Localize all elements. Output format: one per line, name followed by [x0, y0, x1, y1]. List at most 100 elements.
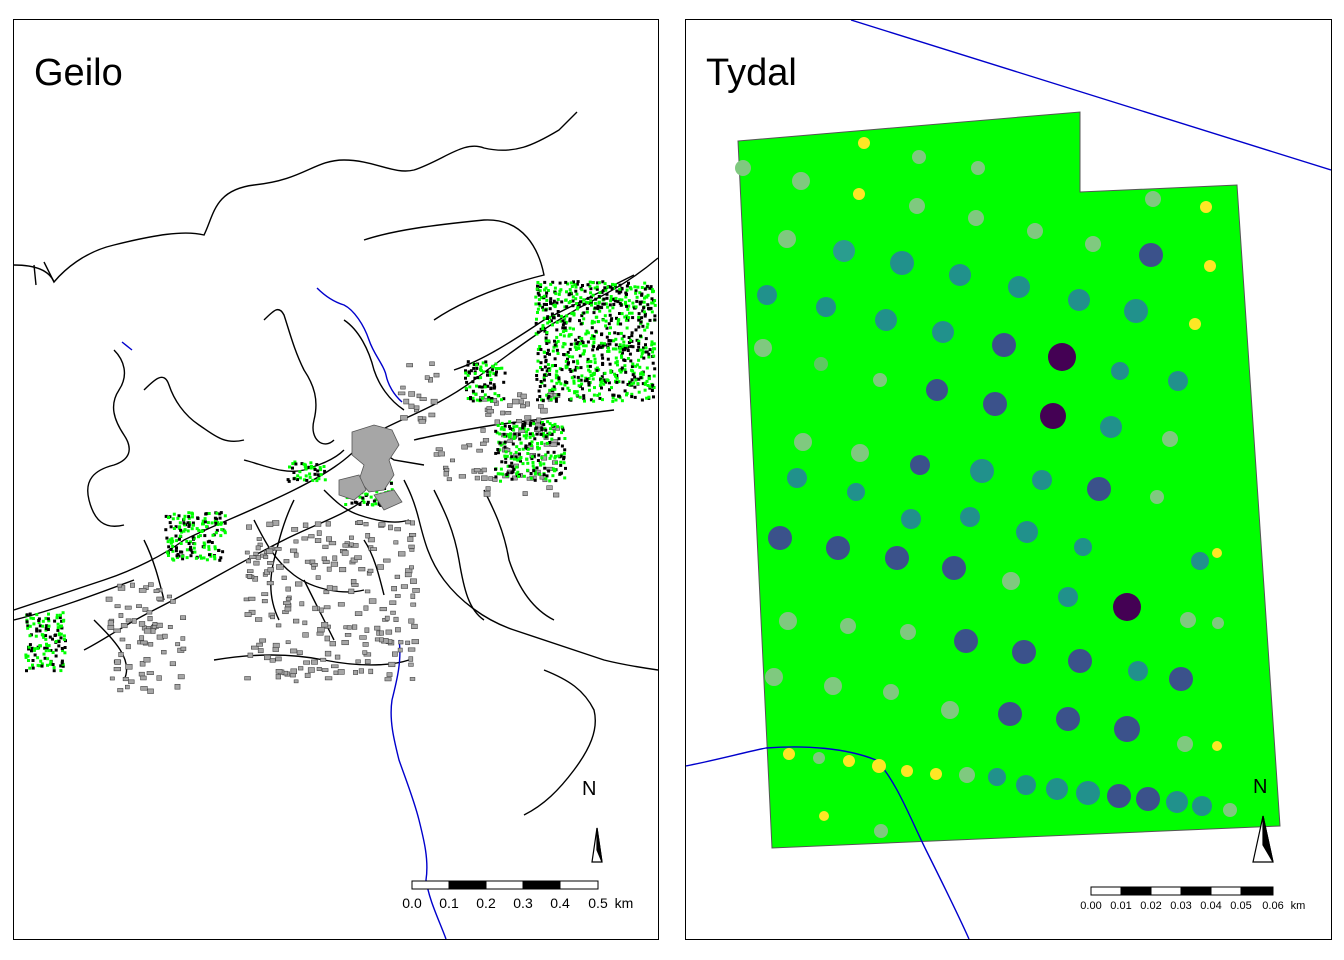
vegetation-cell	[479, 368, 482, 372]
vegetation-cell	[535, 332, 539, 336]
building	[323, 605, 331, 610]
vegetation-cell	[308, 472, 312, 476]
vegetation-cell	[547, 395, 551, 398]
vegetation-cell	[536, 398, 539, 402]
vegetation-cell	[364, 492, 368, 496]
vegetation-cell	[558, 281, 562, 285]
building	[148, 642, 154, 647]
vegetation-cell	[58, 616, 62, 620]
vegetation-cell	[361, 498, 365, 502]
vegetation-cell	[643, 312, 647, 316]
vegetation-cell	[543, 329, 547, 333]
building	[244, 612, 252, 617]
vegetation-cell	[647, 307, 651, 311]
vegetation-cell	[627, 316, 631, 320]
vegetation-cell	[538, 385, 542, 388]
vegetation-cell	[529, 472, 533, 475]
vegetation-cell	[606, 305, 610, 309]
vegetation-cell	[579, 366, 583, 370]
vegetation-cell	[498, 441, 502, 445]
vegetation-cell	[515, 424, 519, 428]
building	[333, 670, 339, 675]
building	[298, 666, 304, 671]
vegetation-cell	[606, 379, 610, 382]
vegetation-cell	[549, 301, 553, 305]
vegetation-cell	[51, 663, 55, 666]
sample-point	[1056, 707, 1080, 731]
vegetation-cell	[576, 375, 580, 379]
vegetation-cell	[568, 288, 572, 292]
vegetation-cell	[588, 284, 592, 288]
vegetation-cell	[521, 424, 525, 428]
building	[153, 589, 160, 594]
vegetation-cell	[27, 647, 31, 651]
vegetation-cell	[586, 283, 590, 287]
vegetation-cell	[575, 342, 579, 346]
sample-point	[1200, 201, 1212, 213]
vegetation-cell	[60, 659, 64, 663]
vegetation-cell	[542, 378, 546, 382]
vegetation-cell	[319, 473, 323, 477]
vegetation-cell	[480, 396, 484, 400]
vegetation-cell	[207, 512, 211, 515]
building	[410, 578, 417, 584]
vegetation-cell	[592, 399, 596, 403]
sample-point	[826, 536, 850, 560]
vegetation-cell	[300, 462, 304, 466]
building	[114, 604, 121, 609]
geilo-map-canvas	[14, 111, 658, 939]
sample-point	[1212, 617, 1224, 629]
vegetation-cell	[170, 537, 174, 541]
vegetation-cell	[44, 649, 48, 653]
vegetation-cell	[536, 447, 540, 451]
vegetation-cell	[554, 364, 557, 367]
vegetation-cell	[498, 448, 502, 452]
building	[411, 639, 419, 645]
building	[443, 467, 450, 472]
vegetation-cell	[291, 466, 294, 470]
vegetation-cell	[532, 422, 536, 426]
vegetation-cell	[37, 617, 41, 621]
vegetation-cell	[494, 475, 498, 479]
vegetation-cell	[650, 331, 654, 335]
vegetation-cell	[208, 553, 211, 557]
vegetation-cell	[603, 282, 607, 286]
vegetation-cell	[592, 335, 596, 339]
vegetation-cell	[620, 354, 623, 358]
vegetation-cell	[638, 291, 642, 295]
building	[105, 596, 113, 602]
vegetation-cell	[519, 459, 522, 463]
vegetation-cell	[558, 367, 562, 371]
vegetation-cell	[217, 549, 221, 552]
vegetation-cell	[473, 363, 477, 366]
building	[261, 599, 268, 604]
sample-point	[1046, 778, 1068, 800]
vegetation-cell	[187, 542, 191, 545]
vegetation-cell	[503, 445, 507, 449]
vegetation-cell	[506, 433, 510, 437]
building	[385, 629, 393, 635]
building	[296, 650, 303, 656]
building	[358, 566, 366, 572]
vegetation-cell	[644, 337, 648, 341]
building	[128, 679, 135, 684]
vegetation-cell	[26, 624, 30, 628]
vegetation-cell	[585, 329, 589, 333]
vegetation-cell	[549, 319, 553, 323]
building	[553, 492, 560, 498]
building	[483, 491, 491, 497]
vegetation-cell	[651, 361, 655, 365]
scale-tick-label: 0.05	[1230, 900, 1252, 912]
vegetation-cell	[580, 314, 584, 318]
vegetation-cell	[620, 298, 624, 302]
building	[408, 656, 414, 662]
vegetation-cell	[483, 385, 487, 389]
vegetation-cell	[533, 437, 537, 441]
vegetation-cell	[548, 422, 552, 426]
building	[388, 661, 396, 668]
building	[408, 532, 417, 537]
vegetation-cell	[604, 324, 608, 328]
building	[272, 642, 280, 648]
vegetation-cell	[513, 432, 517, 436]
vegetation-cell	[45, 647, 49, 651]
